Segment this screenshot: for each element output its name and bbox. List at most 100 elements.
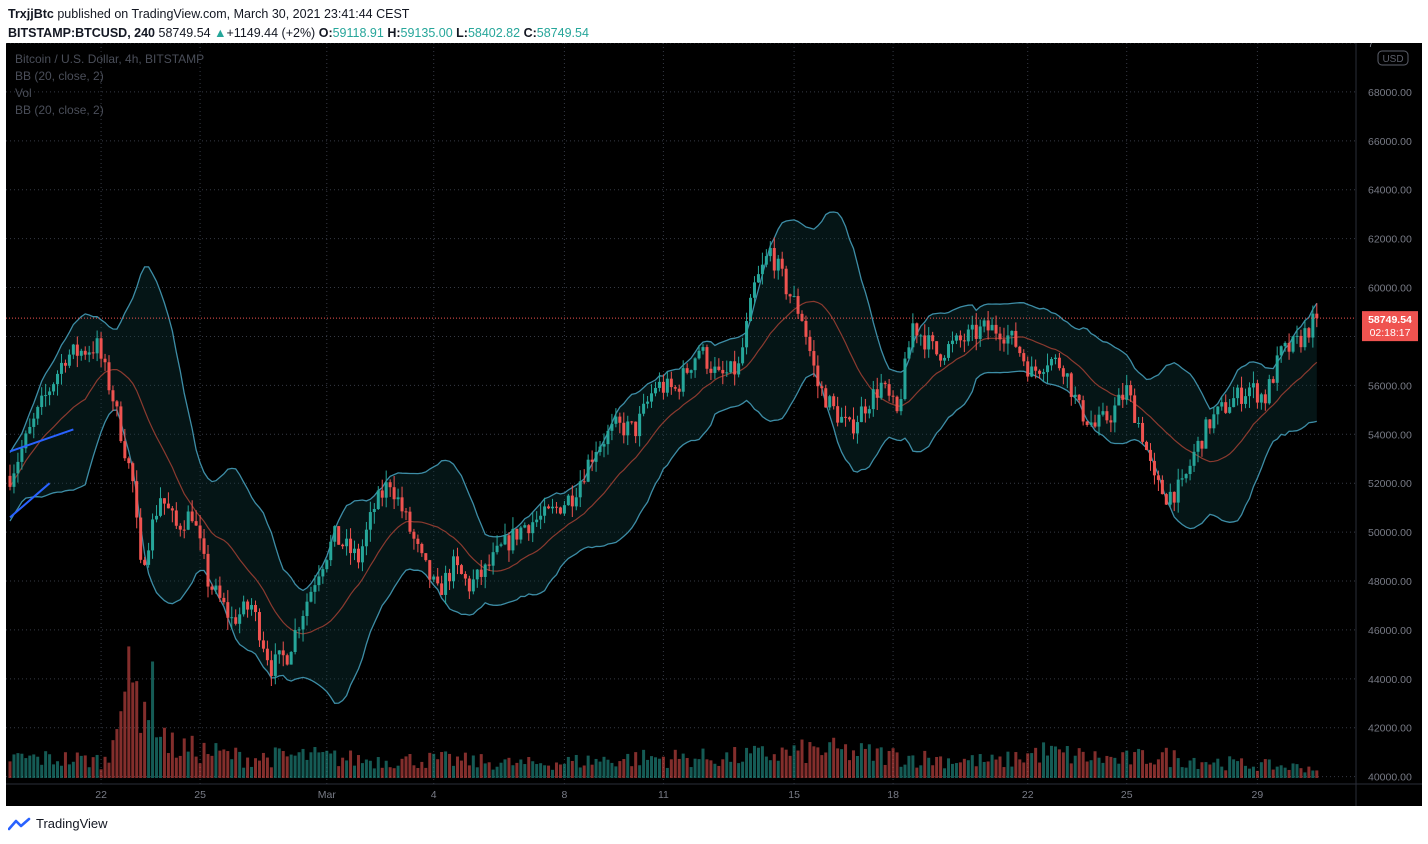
candle-body bbox=[91, 352, 95, 354]
candle-body bbox=[412, 531, 416, 539]
candle-body bbox=[277, 650, 281, 655]
candle-body bbox=[356, 548, 360, 563]
volume-bar bbox=[1315, 770, 1319, 778]
tradingview-logo-icon bbox=[8, 817, 31, 830]
volume-bar bbox=[1053, 746, 1057, 778]
legend-symbol[interactable]: Bitcoin / U.S. Dollar, 4h, BITSTAMP bbox=[15, 52, 205, 66]
candle-body bbox=[491, 552, 495, 566]
volume-bar bbox=[448, 753, 452, 778]
candle bbox=[1204, 416, 1208, 449]
volume-bar bbox=[974, 766, 978, 778]
candle-body bbox=[1216, 406, 1220, 415]
candlestick-chart[interactable]: 40000.00 42000.00 44000.00 46000.00 48000.00… bbox=[6, 43, 1422, 806]
candle bbox=[760, 252, 764, 285]
candle-body bbox=[1287, 342, 1291, 352]
volume-bar bbox=[1255, 770, 1259, 778]
candle-body bbox=[495, 545, 499, 553]
candle-body bbox=[479, 569, 483, 577]
volume-bar bbox=[87, 767, 91, 778]
volume-bar bbox=[1125, 750, 1129, 778]
candle-body bbox=[1006, 335, 1010, 344]
volume-bar bbox=[1018, 759, 1022, 778]
candle bbox=[1176, 468, 1180, 513]
price-tick-label: 56000.00 bbox=[1368, 380, 1412, 392]
trendlines bbox=[9, 428, 74, 519]
candle-body bbox=[36, 407, 40, 419]
candle bbox=[455, 547, 459, 575]
candle-body bbox=[297, 629, 301, 631]
candle bbox=[432, 574, 436, 583]
candle-body bbox=[614, 416, 618, 424]
candle bbox=[840, 407, 844, 423]
candle bbox=[250, 598, 254, 616]
legend-bb-volume[interactable]: BB (20, close, 2) bbox=[15, 103, 104, 117]
volume-bar bbox=[638, 765, 642, 778]
volume-bar bbox=[741, 761, 745, 778]
volume-bar bbox=[752, 745, 756, 778]
candle bbox=[28, 418, 32, 435]
candle bbox=[816, 355, 820, 399]
volume-bar bbox=[1061, 752, 1065, 778]
volume-bar bbox=[1164, 747, 1168, 778]
candle-body bbox=[158, 498, 162, 516]
volume-bar bbox=[562, 763, 566, 778]
candle-body bbox=[404, 511, 408, 513]
volume-bar bbox=[737, 763, 741, 778]
volume-bar bbox=[923, 750, 927, 778]
volume-bar bbox=[1291, 763, 1295, 778]
candle-body bbox=[420, 543, 424, 554]
candle bbox=[1228, 398, 1232, 414]
candle bbox=[970, 315, 974, 341]
volume-bar bbox=[190, 735, 194, 778]
volume-bar bbox=[1275, 766, 1279, 778]
candle-body bbox=[1002, 339, 1006, 344]
candle-body bbox=[824, 388, 828, 408]
candle bbox=[1307, 326, 1311, 343]
candle-body bbox=[1279, 346, 1283, 356]
candle bbox=[174, 502, 178, 530]
candle-body bbox=[523, 525, 527, 528]
candle bbox=[527, 524, 531, 541]
chart-area[interactable]: 40000.00 42000.00 44000.00 46000.00 48000.00… bbox=[6, 43, 1422, 806]
candle-body bbox=[1046, 365, 1050, 373]
footer-brand[interactable]: TradingView bbox=[8, 816, 108, 831]
volume-bar bbox=[950, 763, 954, 778]
candle-body bbox=[1224, 402, 1228, 413]
candle bbox=[36, 405, 40, 425]
time-tick-label: Mar bbox=[318, 789, 337, 801]
candle bbox=[273, 643, 277, 685]
candle-body bbox=[1030, 366, 1034, 377]
candle-body bbox=[883, 382, 887, 385]
candle-body bbox=[859, 406, 863, 423]
volume-bar bbox=[48, 754, 52, 778]
candle-body bbox=[527, 525, 531, 534]
candle bbox=[349, 528, 353, 565]
author-name[interactable]: TrxjjBtc bbox=[8, 7, 54, 21]
volume-bar bbox=[1307, 766, 1311, 778]
volume-bar bbox=[749, 753, 753, 778]
candle-body bbox=[919, 335, 923, 337]
candle bbox=[59, 353, 63, 385]
candle bbox=[1315, 303, 1319, 328]
candle bbox=[713, 356, 717, 379]
legend-volume[interactable]: Vol bbox=[15, 86, 32, 100]
volume-bar bbox=[911, 755, 915, 778]
volume-bar bbox=[602, 756, 606, 778]
volume-bar bbox=[226, 751, 230, 778]
candle bbox=[832, 393, 836, 410]
candle bbox=[408, 506, 412, 535]
candle bbox=[123, 428, 127, 461]
volume-bar bbox=[685, 758, 689, 778]
volume-bar bbox=[1034, 747, 1038, 778]
candle-body bbox=[558, 507, 562, 514]
candle bbox=[1049, 357, 1053, 371]
legend-bb-price[interactable]: BB (20, close, 2) bbox=[15, 69, 104, 83]
volume-bar bbox=[174, 757, 178, 778]
candle-body bbox=[432, 576, 436, 580]
candle-body bbox=[891, 395, 895, 397]
candle-body bbox=[582, 481, 586, 483]
volume-bar bbox=[281, 751, 285, 778]
candle bbox=[848, 416, 852, 422]
close-label: C: bbox=[523, 26, 537, 40]
currency-badge[interactable]: USD bbox=[1377, 50, 1409, 66]
